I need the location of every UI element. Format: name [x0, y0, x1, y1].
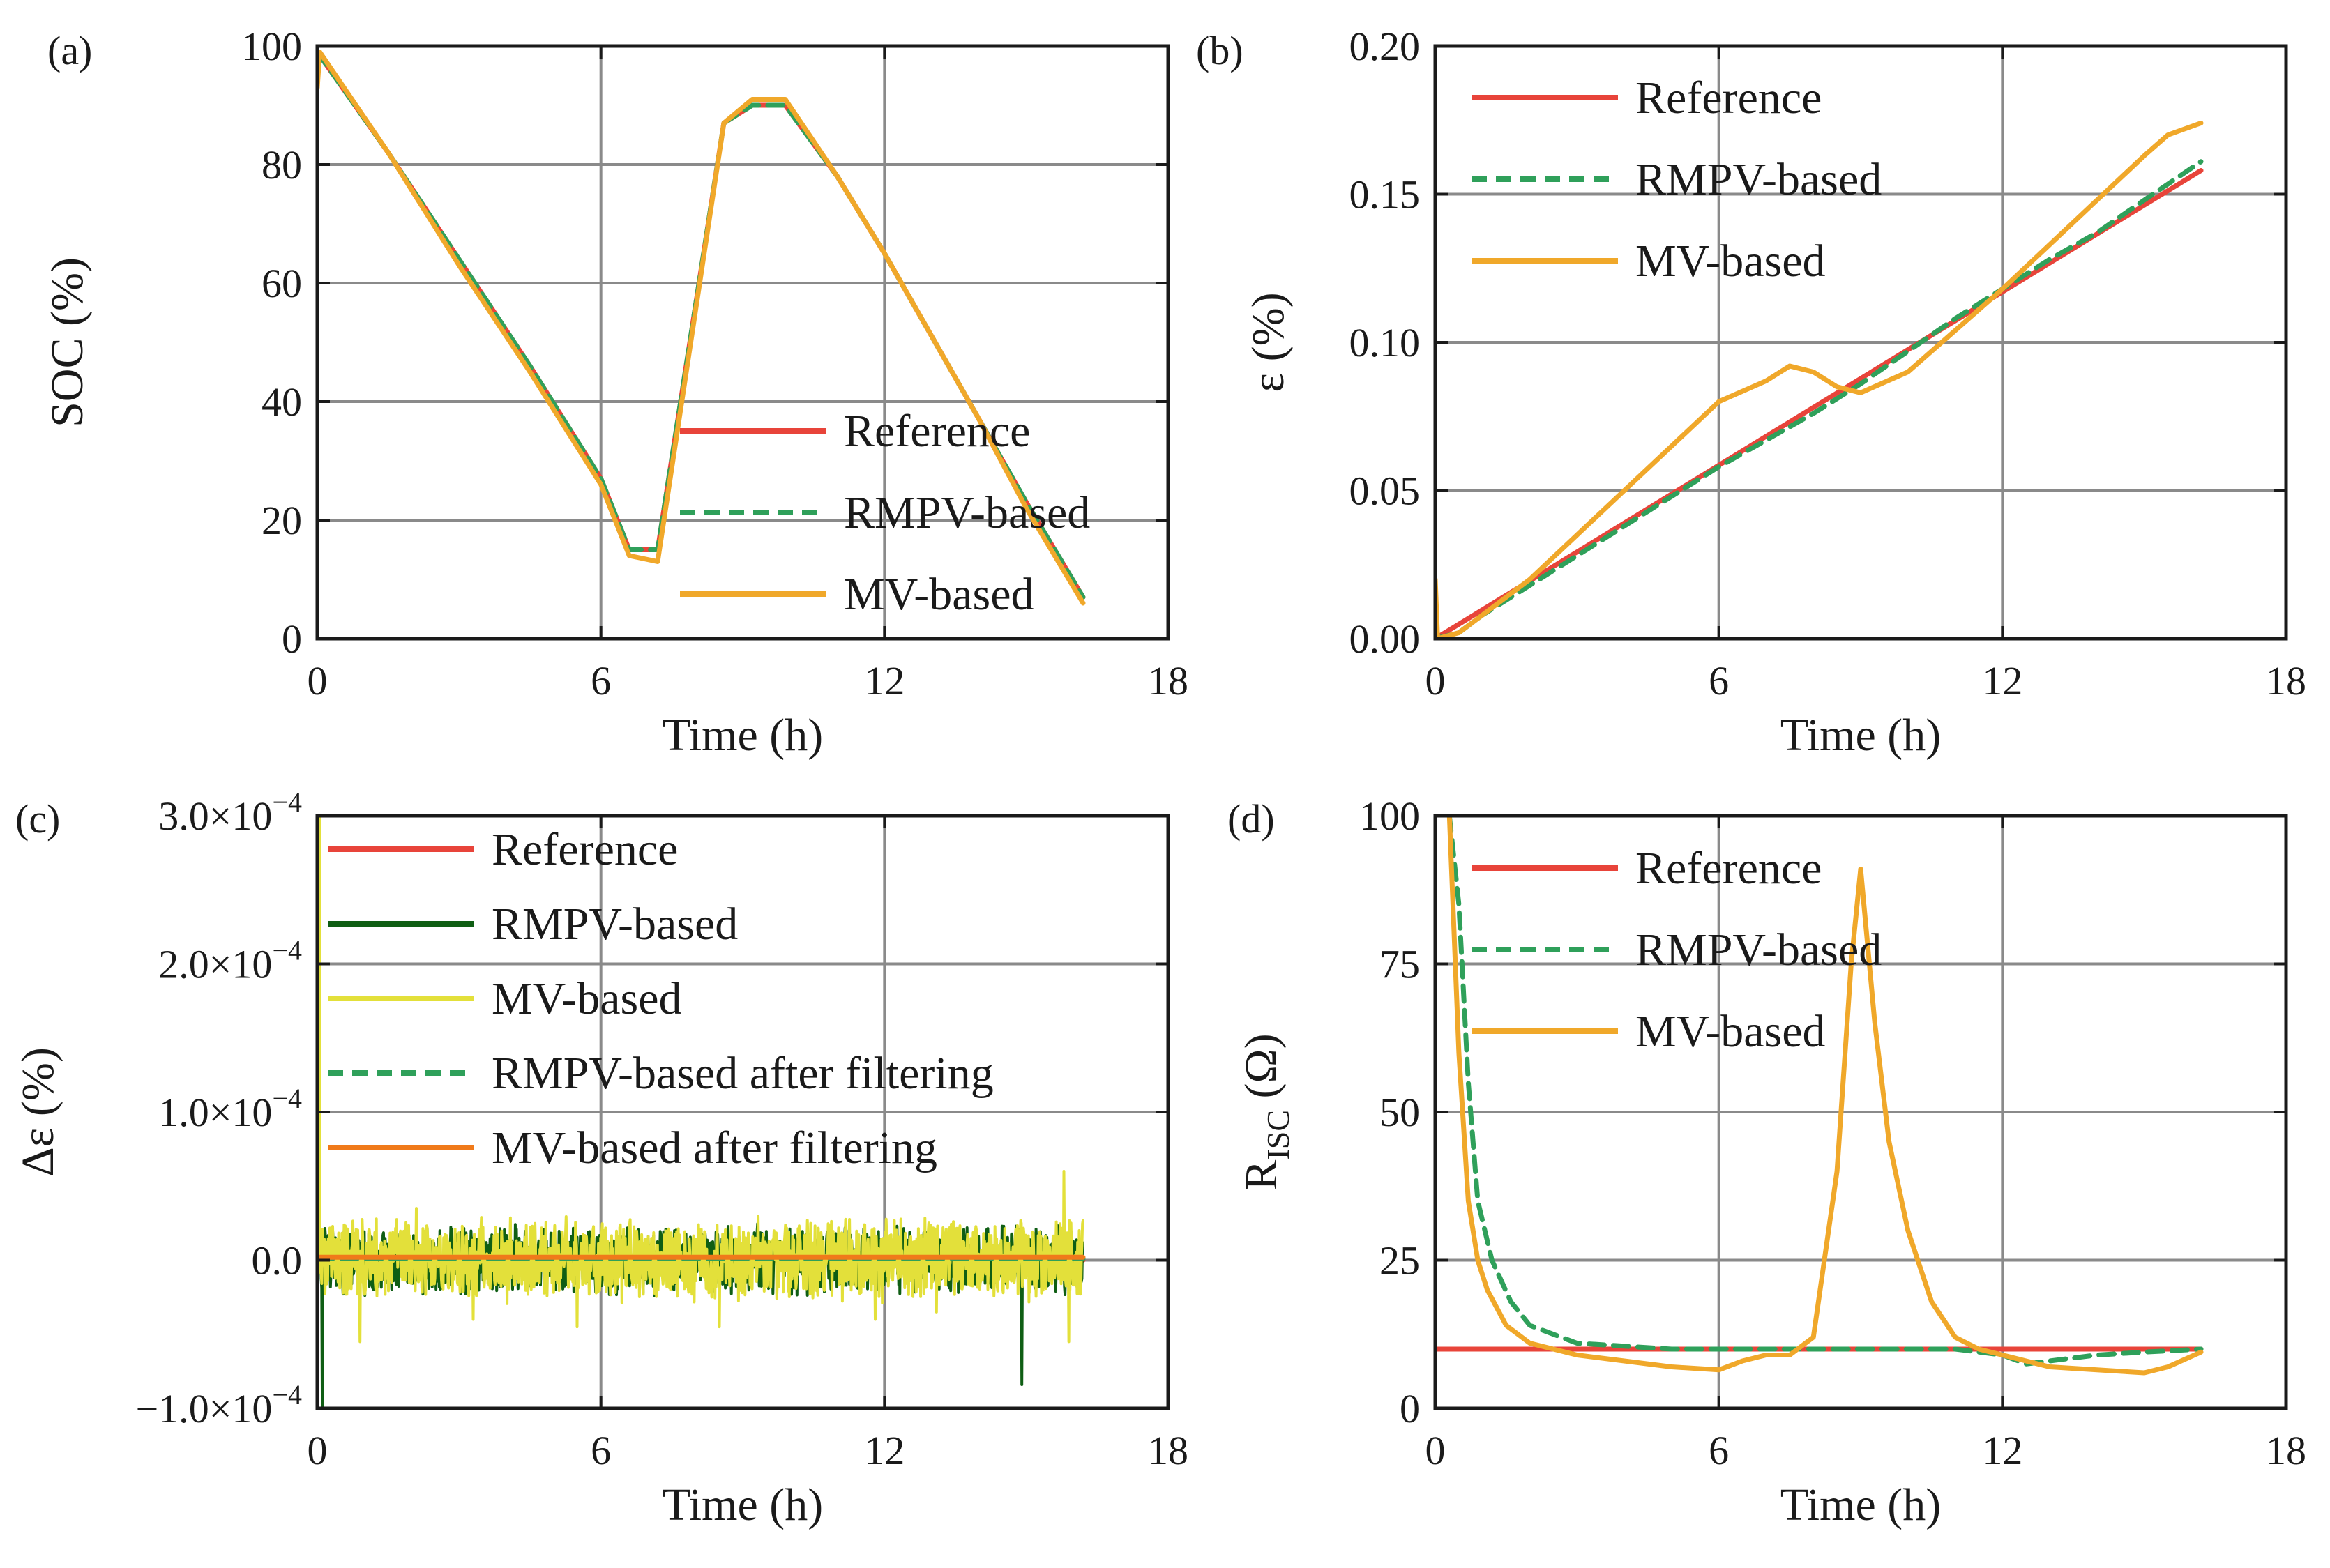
- y-tick-label: 0: [1400, 1386, 1420, 1431]
- legend-entry-label: MV-based after filtering: [492, 1122, 937, 1173]
- chart-panel-4: 0 6 12 18 0 25 50 75 100 Time (h) RISC (Ω) (d) Refer…: [1227, 793, 2306, 1530]
- legend: Reference RMPV-based MV-based: [680, 406, 1090, 620]
- x-tick-label: 0: [1425, 1428, 1446, 1473]
- y-tick-label: 0.05: [1349, 469, 1421, 514]
- y-tick-label: 0.10: [1349, 320, 1421, 365]
- x-axis-title: Time (h): [663, 1479, 823, 1530]
- x-tick-label: 18: [2266, 1428, 2306, 1473]
- x-axis-title: Time (h): [663, 710, 823, 761]
- legend-entry-label: MV-based: [1635, 1006, 1826, 1057]
- y-tick-label: 0.15: [1349, 172, 1421, 218]
- legend-entry-label: RMPV-based: [844, 487, 1090, 538]
- x-tick-label: 0: [308, 658, 328, 703]
- y-tick-label: 0.00: [1349, 616, 1421, 662]
- series-group: [317, 50, 1086, 606]
- series-group: [1435, 121, 2204, 639]
- y-tick-label: 1.0×10−4: [158, 1083, 302, 1135]
- legend: Reference RMPV-based MV-based: [1472, 843, 1882, 1057]
- x-tick-label: 12: [1982, 658, 2022, 703]
- y-tick-label: 75: [1379, 942, 1420, 987]
- y-axis-title: Δε (%): [13, 1047, 63, 1177]
- y-axis-title: RISC (Ω): [1236, 1033, 1296, 1190]
- x-tick-label: 18: [1148, 658, 1188, 703]
- x-axis-title: Time (h): [1780, 1479, 1941, 1530]
- y-axis-title: SOC (%): [42, 257, 93, 427]
- x-tick-label: 6: [1709, 1428, 1729, 1473]
- chart-panel-2: 0 6 12 18 0.00 0.05 0.10 0.15 0.20 Time (h) ε (%) (…: [1196, 24, 2306, 761]
- x-tick-label: 6: [591, 1428, 611, 1473]
- x-tick-label: 12: [864, 658, 905, 703]
- legend-entry-label: RMPV-based: [1635, 924, 1882, 975]
- series-line-reference: [1435, 168, 2204, 639]
- chart-panel-3: 0 6 12 18 −1.0×10−4 0.0 1.0×10−4 2.0×10−4 3.0×10…: [13, 786, 1188, 1530]
- x-tick-label: 18: [1148, 1428, 1188, 1473]
- y-tick-label: 60: [262, 261, 302, 306]
- y-tick-label: 40: [262, 379, 302, 425]
- legend-entry-label: RMPV-based after filtering: [492, 1048, 994, 1099]
- y-tick-label: 50: [1379, 1090, 1420, 1135]
- legend-entry-label: Reference: [1635, 843, 1822, 894]
- series-group: [317, 816, 1086, 1408]
- series-group: [1435, 816, 2204, 1376]
- series-line-mv-based: [1435, 121, 2204, 639]
- y-tick-label: 100: [1359, 793, 1420, 839]
- x-axis-title: Time (h): [1780, 710, 1941, 761]
- legend: Reference RMPV-based MV-based: [1472, 73, 1882, 287]
- y-tick-label: −1.0×10−4: [136, 1379, 302, 1431]
- series-line-rmpv-based: [1446, 816, 2204, 1367]
- y-tick-label: 100: [241, 24, 302, 69]
- legend-entry-label: Reference: [1635, 73, 1822, 123]
- panel-label: (b): [1196, 28, 1243, 73]
- y-tick-label: 0: [282, 616, 302, 662]
- y-tick-label: 2.0×10−4: [158, 935, 302, 987]
- x-tick-label: 6: [591, 658, 611, 703]
- x-tick-label: 12: [1982, 1428, 2022, 1473]
- x-tick-label: 6: [1709, 658, 1729, 703]
- legend-entry-label: RMPV-based: [1635, 154, 1882, 205]
- legend: Reference RMPV-based MV-based RMPV-based af…: [328, 824, 994, 1173]
- x-tick-label: 0: [308, 1428, 328, 1473]
- panel-label: (c): [15, 796, 60, 842]
- legend-entry-label: RMPV-based: [492, 899, 738, 950]
- plot-frame: [315, 44, 1170, 641]
- y-tick-label: 80: [262, 142, 302, 188]
- chart-panel-1: 0 6 12 18 0 20 40 60 80 100 Time (h) SOC (%) (a) Refe…: [42, 24, 1188, 761]
- y-tick-label: 0.20: [1349, 24, 1421, 69]
- y-tick-label: 25: [1379, 1238, 1420, 1284]
- series-line-rmpv-based: [1435, 159, 2204, 639]
- legend-entry-label: Reference: [492, 824, 678, 875]
- legend-entry-label: MV-based: [492, 973, 682, 1024]
- y-tick-label: 20: [262, 498, 302, 543]
- y-tick-label: 3.0×10−4: [158, 786, 302, 839]
- y-axis-title: ε (%): [1243, 292, 1294, 392]
- x-tick-label: 0: [1425, 658, 1446, 703]
- x-tick-label: 12: [864, 1428, 905, 1473]
- y-tick-label: 0.0: [252, 1238, 303, 1284]
- legend-entry-label: Reference: [844, 406, 1030, 457]
- panel-label: (d): [1227, 796, 1275, 842]
- legend-entry-label: MV-based: [844, 569, 1034, 620]
- legend-entry-label: MV-based: [1635, 236, 1826, 287]
- series-line-mv-based: [1446, 816, 2204, 1376]
- panel-label: (a): [47, 28, 92, 73]
- x-tick-label: 18: [2266, 658, 2306, 703]
- series-line-mv-based: [317, 50, 1086, 606]
